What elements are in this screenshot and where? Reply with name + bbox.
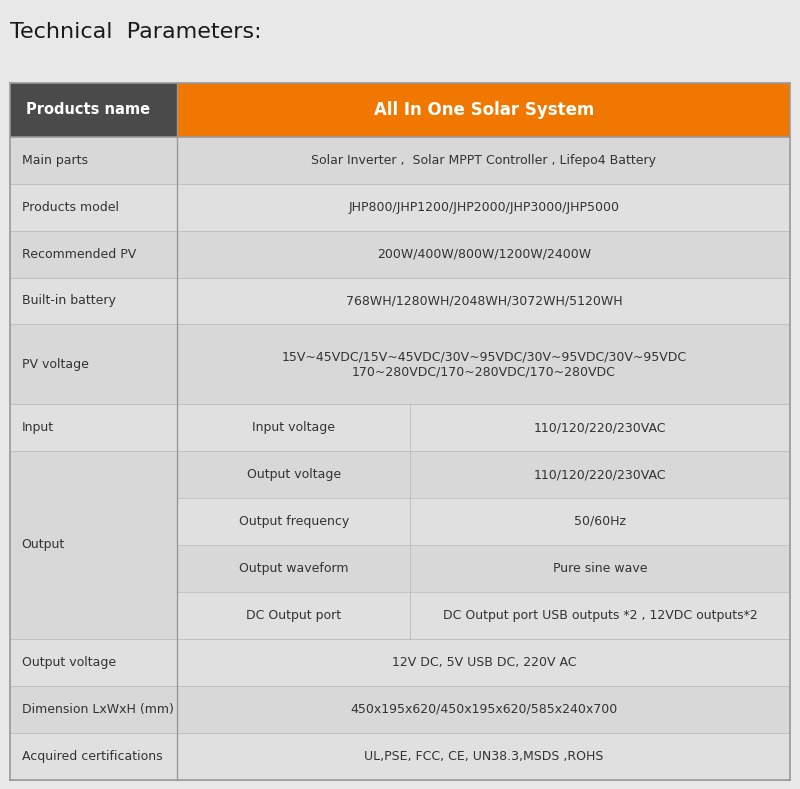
Polygon shape xyxy=(10,639,178,686)
Polygon shape xyxy=(410,592,790,639)
Text: Output waveform: Output waveform xyxy=(239,562,349,575)
Polygon shape xyxy=(10,733,178,780)
Polygon shape xyxy=(178,136,790,184)
Polygon shape xyxy=(178,404,410,451)
Text: 450x195x620/450x195x620/585x240x700: 450x195x620/450x195x620/585x240x700 xyxy=(350,703,618,716)
Polygon shape xyxy=(178,451,410,498)
Polygon shape xyxy=(178,184,790,230)
Text: 200W/400W/800W/1200W/2400W: 200W/400W/800W/1200W/2400W xyxy=(377,248,591,260)
Text: Recommended PV: Recommended PV xyxy=(22,248,136,260)
Text: Input voltage: Input voltage xyxy=(253,421,335,434)
Text: Output voltage: Output voltage xyxy=(22,656,116,669)
Polygon shape xyxy=(10,184,178,230)
Polygon shape xyxy=(10,324,178,404)
Polygon shape xyxy=(10,230,178,278)
Polygon shape xyxy=(410,498,790,545)
Polygon shape xyxy=(10,136,178,184)
Polygon shape xyxy=(178,639,790,686)
Polygon shape xyxy=(178,733,790,780)
Text: Technical  Parameters:: Technical Parameters: xyxy=(10,22,262,42)
Text: Acquired certifications: Acquired certifications xyxy=(22,750,162,763)
Polygon shape xyxy=(178,498,410,545)
Polygon shape xyxy=(410,404,790,451)
Polygon shape xyxy=(178,230,790,278)
Polygon shape xyxy=(10,83,178,136)
Text: DC Output port USB outputs *2 , 12VDC outputs*2: DC Output port USB outputs *2 , 12VDC ou… xyxy=(443,609,758,622)
Polygon shape xyxy=(178,686,790,733)
Polygon shape xyxy=(10,278,178,324)
Text: All In One Solar System: All In One Solar System xyxy=(374,101,594,119)
Polygon shape xyxy=(10,404,178,451)
Text: Input: Input xyxy=(22,421,54,434)
Text: 15V~45VDC/15V~45VDC/30V~95VDC/30V~95VDC/30V~95VDC
170~280VDC/170~280VDC/170~280V: 15V~45VDC/15V~45VDC/30V~95VDC/30V~95VDC/… xyxy=(282,350,686,379)
Polygon shape xyxy=(178,545,410,592)
Text: Output frequency: Output frequency xyxy=(239,515,349,528)
Polygon shape xyxy=(10,686,178,733)
Text: Main parts: Main parts xyxy=(22,154,88,166)
Polygon shape xyxy=(178,278,790,324)
Text: Output: Output xyxy=(22,538,65,552)
Text: JHP800/JHP1200/JHP2000/JHP3000/JHP5000: JHP800/JHP1200/JHP2000/JHP3000/JHP5000 xyxy=(349,200,619,214)
Text: Output voltage: Output voltage xyxy=(247,468,341,481)
Text: PV voltage: PV voltage xyxy=(22,358,89,371)
Text: Products model: Products model xyxy=(22,200,118,214)
Text: Pure sine wave: Pure sine wave xyxy=(553,562,648,575)
Text: 110/120/220/230VAC: 110/120/220/230VAC xyxy=(534,421,666,434)
Polygon shape xyxy=(178,592,410,639)
Polygon shape xyxy=(178,324,790,404)
Polygon shape xyxy=(10,451,178,639)
Polygon shape xyxy=(410,451,790,498)
Text: Built-in battery: Built-in battery xyxy=(22,294,115,308)
Text: UL,PSE, FCC, CE, UN38.3,MSDS ,ROHS: UL,PSE, FCC, CE, UN38.3,MSDS ,ROHS xyxy=(364,750,604,763)
Polygon shape xyxy=(410,545,790,592)
Text: Dimension LxWxH (mm): Dimension LxWxH (mm) xyxy=(22,703,174,716)
Text: DC Output port: DC Output port xyxy=(246,609,342,622)
Text: 50/60Hz: 50/60Hz xyxy=(574,515,626,528)
Polygon shape xyxy=(178,83,790,136)
Text: 12V DC, 5V USB DC, 220V AC: 12V DC, 5V USB DC, 220V AC xyxy=(392,656,576,669)
Text: 110/120/220/230VAC: 110/120/220/230VAC xyxy=(534,468,666,481)
Text: Products name: Products name xyxy=(26,103,150,118)
Text: Solar Inverter ,  Solar MPPT Controller , Lifepo4 Battery: Solar Inverter , Solar MPPT Controller ,… xyxy=(311,154,657,166)
Text: 768WH/1280WH/2048WH/3072WH/5120WH: 768WH/1280WH/2048WH/3072WH/5120WH xyxy=(346,294,622,308)
